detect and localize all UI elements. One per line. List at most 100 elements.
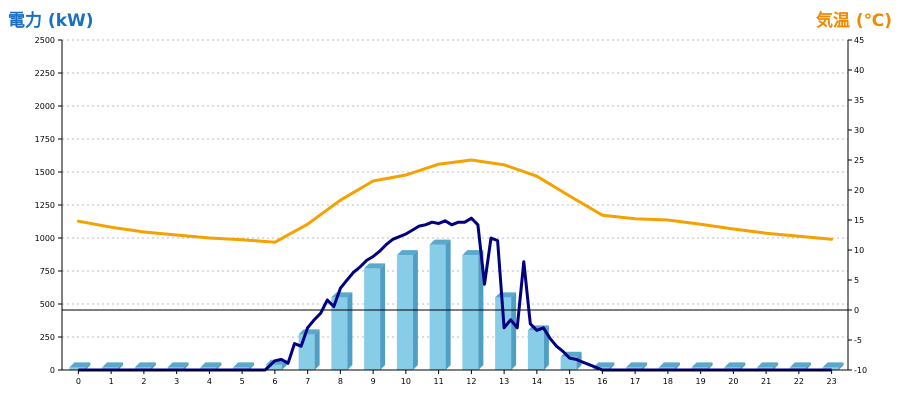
bar-9: [364, 263, 386, 370]
bar-side: [249, 362, 255, 370]
bar-top: [429, 239, 451, 245]
x-tick-label-20: 20: [728, 377, 738, 386]
series-lines: [76, 158, 834, 372]
x-tick-label-5: 5: [240, 377, 245, 386]
x-tick-label-23: 23: [827, 377, 837, 386]
x-tick-label-2: 2: [141, 377, 146, 386]
x-tick-label-18: 18: [663, 377, 673, 386]
bar-front: [69, 367, 86, 370]
bar-top: [691, 362, 713, 368]
bar-front: [495, 297, 512, 370]
left-tick-label-750: 750: [40, 267, 55, 276]
bar-side: [511, 292, 517, 370]
bar-side: [740, 362, 746, 370]
x-tick-label-1: 1: [109, 377, 114, 386]
bar-side: [642, 362, 648, 370]
bar-side: [773, 362, 779, 370]
right-tick-label-45: 45: [854, 36, 864, 45]
right-tick-label-0: 0: [854, 306, 859, 315]
right-tick-label-5: 5: [854, 276, 859, 285]
left-tick-label-1250: 1250: [35, 201, 55, 210]
bar-side: [314, 329, 320, 370]
x-tick-label-22: 22: [794, 377, 804, 386]
bar-side: [150, 362, 156, 370]
bar-side: [674, 362, 680, 370]
x-tick-label-8: 8: [338, 377, 343, 386]
x-tick-label-6: 6: [272, 377, 277, 386]
bar-top: [593, 362, 615, 368]
bar-top: [134, 362, 156, 368]
right-tick-label-40: 40: [854, 66, 864, 75]
x-tick-label-12: 12: [466, 377, 476, 386]
right-tick-label-25: 25: [854, 156, 864, 165]
bar-front: [298, 334, 315, 370]
power-line: [78, 216, 832, 372]
bar-top: [462, 250, 484, 256]
bar-top: [364, 263, 386, 269]
left-tick-label-2500: 2500: [35, 36, 55, 45]
left-tick-label-2000: 2000: [35, 102, 55, 111]
right-tick-label-30: 30: [854, 126, 864, 135]
bar-side: [838, 362, 844, 370]
x-tick-label-16: 16: [597, 377, 607, 386]
bar-front: [396, 255, 413, 370]
bar-top: [757, 362, 779, 368]
bar-7: [298, 329, 320, 370]
left-tick-label-250: 250: [40, 333, 55, 342]
left-tick-label-0: 0: [50, 366, 55, 375]
bar-top: [167, 362, 189, 368]
bar-top: [396, 250, 418, 256]
right-tick-label-15: 15: [854, 216, 864, 225]
bar-top: [233, 362, 255, 368]
bar-side: [85, 362, 91, 370]
right-tick-label--10: -10: [854, 366, 867, 375]
bar-side: [183, 362, 189, 370]
x-tick-label-11: 11: [434, 377, 444, 386]
left-axis-title: 電力 (kW): [8, 11, 94, 31]
bar-top: [69, 362, 91, 368]
bar-top: [102, 362, 124, 368]
left-tick-label-500: 500: [40, 300, 55, 309]
right-tick-label-20: 20: [854, 186, 864, 195]
grid-lines: [62, 39, 848, 338]
bar-top: [789, 362, 811, 368]
x-tick-label-15: 15: [565, 377, 575, 386]
left-tick-label-2250: 2250: [35, 69, 55, 78]
axes: [58, 39, 852, 374]
bar-top: [658, 362, 680, 368]
tick-labels: 0 250 500 750 10 0 0 1250 1500 1750 2000 2250 2500 -1…: [35, 36, 867, 386]
bar-top: [298, 329, 320, 335]
bar-side: [380, 263, 386, 370]
bar-top: [822, 362, 844, 368]
left-tick-label-1500: 1500: [35, 168, 55, 177]
left-tick-label-1750: 1750: [35, 135, 55, 144]
bar-front: [331, 297, 348, 370]
x-tick-label-0: 0: [76, 377, 81, 386]
bar-side: [609, 362, 615, 370]
x-tick-label-13: 13: [499, 377, 509, 386]
bar-front: [462, 255, 479, 370]
bar-8: [331, 292, 353, 370]
bar-side: [347, 292, 353, 370]
bar-side: [707, 362, 713, 370]
x-tick-label-7: 7: [305, 377, 310, 386]
temperature-line: [76, 158, 834, 244]
right-tick-label--5: -5: [854, 336, 862, 345]
x-tick-label-10: 10: [401, 377, 411, 386]
bar-front: [364, 268, 381, 370]
bar-side: [445, 239, 451, 370]
bar-top: [626, 362, 648, 368]
bar-front: [429, 244, 446, 370]
right-tick-label-35: 35: [854, 96, 864, 105]
bar-side: [216, 362, 222, 370]
x-tick-label-4: 4: [207, 377, 212, 386]
bar-13: [495, 292, 517, 370]
power-bars: [69, 239, 844, 370]
bar-top: [724, 362, 746, 368]
x-tick-label-17: 17: [630, 377, 640, 386]
bar-11: [429, 239, 451, 370]
right-tick-label-10: 10: [854, 246, 864, 255]
x-tick-label-21: 21: [761, 377, 771, 386]
bar-front: [527, 330, 544, 370]
